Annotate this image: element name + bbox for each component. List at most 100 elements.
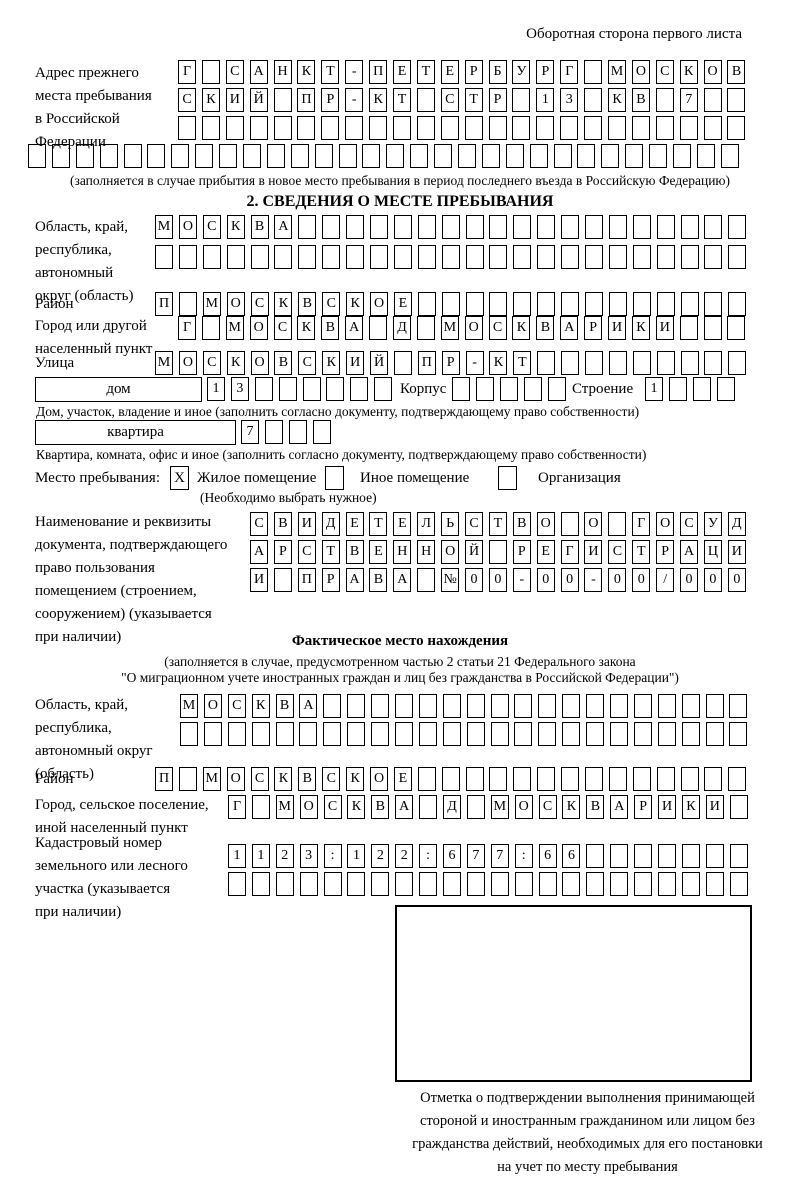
- char-cell[interactable]: 2: [371, 844, 390, 868]
- char-cell[interactable]: 1: [347, 844, 366, 868]
- char-cell[interactable]: [680, 767, 699, 791]
- char-cell[interactable]: [441, 767, 460, 791]
- char-cell[interactable]: М: [608, 60, 627, 84]
- char-cell[interactable]: [657, 722, 676, 746]
- char-cell[interactable]: [703, 116, 722, 140]
- char-cell[interactable]: [608, 215, 627, 239]
- char-cell[interactable]: [553, 144, 572, 168]
- char-cell[interactable]: [584, 88, 603, 112]
- char-cell[interactable]: [560, 512, 579, 536]
- char-cell[interactable]: [586, 722, 605, 746]
- apartment-cells[interactable]: 7: [241, 420, 331, 444]
- char-cell[interactable]: [704, 767, 723, 791]
- char-cell[interactable]: [322, 215, 341, 239]
- char-cell[interactable]: [371, 694, 390, 718]
- char-cell[interactable]: [704, 351, 723, 375]
- char-cell[interactable]: [705, 872, 724, 896]
- char-cell[interactable]: В: [512, 512, 531, 536]
- char-cell[interactable]: [656, 767, 675, 791]
- char-cell[interactable]: -: [584, 568, 603, 592]
- char-cell[interactable]: В: [275, 694, 294, 718]
- char-cell[interactable]: С: [178, 88, 196, 112]
- char-cell[interactable]: А: [274, 215, 293, 239]
- char-cell[interactable]: С: [323, 795, 342, 819]
- char-cell[interactable]: [251, 872, 270, 896]
- char-cell[interactable]: [338, 144, 357, 168]
- char-cell[interactable]: О: [584, 512, 603, 536]
- char-cell[interactable]: [386, 144, 405, 168]
- char-cell[interactable]: 3: [230, 377, 249, 401]
- char-cell[interactable]: А: [560, 316, 579, 340]
- char-cell[interactable]: [512, 116, 531, 140]
- char-cell[interactable]: О: [226, 767, 245, 791]
- prev-address-row-3[interactable]: [178, 116, 746, 140]
- char-cell[interactable]: О: [178, 215, 197, 239]
- char-cell[interactable]: В: [371, 795, 390, 819]
- char-cell[interactable]: А: [249, 60, 268, 84]
- document-row-3[interactable]: И П Р А В А № 0 0-0 0-0 0/0 0 0: [250, 568, 746, 592]
- char-cell[interactable]: М: [275, 795, 294, 819]
- char-cell[interactable]: [243, 144, 262, 168]
- char-cell[interactable]: [727, 88, 746, 112]
- char-cell[interactable]: О: [441, 540, 460, 564]
- char-cell[interactable]: [323, 872, 342, 896]
- confirmation-stamp-box[interactable]: [395, 905, 752, 1082]
- char-cell[interactable]: [489, 767, 508, 791]
- char-cell[interactable]: [523, 377, 542, 401]
- char-cell[interactable]: [631, 116, 650, 140]
- char-cell[interactable]: [703, 316, 722, 340]
- char-cell[interactable]: [514, 722, 533, 746]
- char-cell[interactable]: К: [346, 292, 365, 316]
- char-cell[interactable]: С: [680, 512, 699, 536]
- char-cell[interactable]: [514, 694, 533, 718]
- char-cell[interactable]: И: [346, 351, 365, 375]
- char-cell[interactable]: О: [178, 351, 197, 375]
- char-cell[interactable]: [692, 377, 711, 401]
- char-cell[interactable]: [227, 722, 246, 746]
- char-cell[interactable]: [123, 144, 142, 168]
- char-cell[interactable]: [488, 540, 507, 564]
- char-cell[interactable]: [417, 568, 436, 592]
- char-cell[interactable]: С: [227, 694, 246, 718]
- char-cell[interactable]: Д: [443, 795, 462, 819]
- char-cell[interactable]: [298, 245, 317, 269]
- char-cell[interactable]: С: [225, 60, 244, 84]
- char-cell[interactable]: [728, 215, 747, 239]
- char-cell[interactable]: Т: [513, 351, 532, 375]
- char-cell[interactable]: Г: [228, 795, 246, 819]
- char-cell[interactable]: [155, 245, 173, 269]
- char-cell[interactable]: [537, 245, 556, 269]
- char-cell[interactable]: [696, 144, 715, 168]
- char-cell[interactable]: И: [225, 88, 244, 112]
- char-cell[interactable]: С: [440, 88, 459, 112]
- char-cell[interactable]: Н: [273, 60, 292, 84]
- char-cell[interactable]: [464, 116, 483, 140]
- char-cell[interactable]: -: [345, 88, 364, 112]
- char-cell[interactable]: И: [250, 568, 268, 592]
- char-cell[interactable]: [680, 245, 699, 269]
- char-cell[interactable]: [314, 144, 333, 168]
- char-cell[interactable]: [441, 215, 460, 239]
- char-cell[interactable]: С: [538, 795, 557, 819]
- char-cell[interactable]: В: [586, 795, 605, 819]
- char-cell[interactable]: С: [608, 540, 627, 564]
- char-cell[interactable]: [633, 722, 652, 746]
- char-cell[interactable]: [704, 292, 723, 316]
- char-cell[interactable]: [632, 767, 651, 791]
- char-cell[interactable]: [371, 722, 390, 746]
- char-cell[interactable]: [490, 722, 509, 746]
- char-cell[interactable]: С: [250, 767, 269, 791]
- char-cell[interactable]: О: [370, 292, 389, 316]
- char-cell[interactable]: А: [680, 540, 699, 564]
- char-cell[interactable]: [297, 116, 316, 140]
- char-cell[interactable]: И: [584, 540, 603, 564]
- char-cell[interactable]: [201, 116, 220, 140]
- char-cell[interactable]: -: [465, 351, 484, 375]
- char-cell[interactable]: [201, 60, 220, 84]
- char-cell[interactable]: [729, 795, 748, 819]
- char-cell[interactable]: [302, 377, 321, 401]
